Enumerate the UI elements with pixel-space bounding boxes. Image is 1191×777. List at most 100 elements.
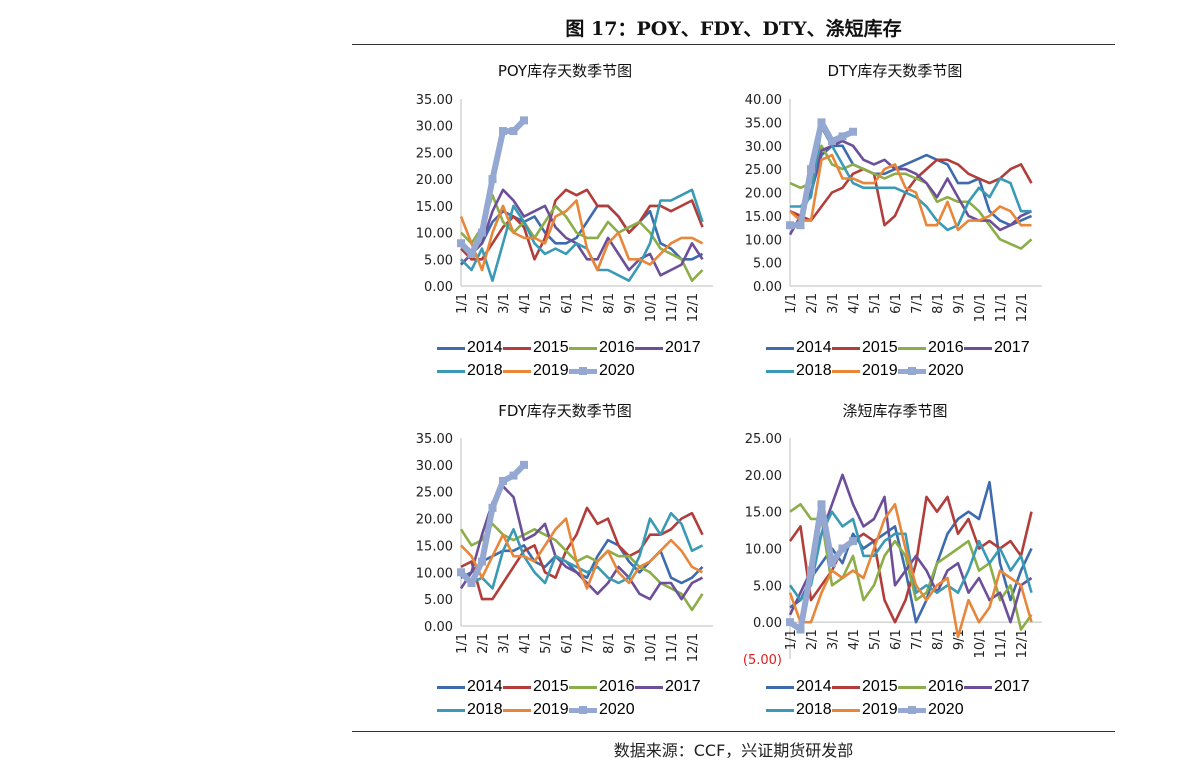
y-tick-label: 25.00 — [745, 163, 782, 178]
legend-label: 2018 — [796, 362, 832, 379]
legend-label: 2017 — [994, 678, 1030, 695]
y-tick-label: 0.00 — [753, 616, 782, 631]
legend-item-2016: 2016 — [898, 339, 964, 357]
legend-label: 2019 — [862, 701, 898, 718]
y-tick-label: 20.00 — [416, 513, 453, 528]
x-tick-label: 9/1 — [952, 629, 967, 650]
x-tick-label: 12/1 — [1015, 293, 1030, 322]
legend-label: 2016 — [599, 339, 635, 356]
y-tick-label: 35.00 — [416, 432, 453, 447]
legend-marker — [579, 366, 587, 375]
series-marker-2020 — [478, 228, 486, 237]
legend-item-2018: 2018 — [766, 362, 832, 380]
series-marker-2020 — [478, 557, 486, 566]
series-line-2015 — [460, 188, 704, 261]
x-tick-label: 3/1 — [826, 629, 841, 650]
x-tick-label: 3/1 — [497, 293, 512, 314]
x-tick-label: 12/1 — [1015, 629, 1030, 658]
chart-2: 0.00 5.00 10.00 15.00 20.00 25.00 30.00 35.00 1/… — [416, 432, 713, 662]
legend-item-2015: 2015 — [832, 678, 898, 696]
legend-label: 2016 — [928, 339, 964, 356]
y-tick-label: 20.00 — [745, 469, 782, 484]
legend-item-2019: 2019 — [503, 701, 569, 719]
y-tick-label: 10.00 — [416, 227, 453, 242]
chart-title: FDY库存天数季节图 — [498, 402, 632, 420]
legend-swatch — [832, 346, 860, 350]
series-line-2015 — [789, 158, 1033, 227]
y-tick-label: 40.00 — [745, 93, 782, 108]
figure-title: 图 17：POY、FDY、DTY、涤短库存 — [565, 18, 902, 40]
legend-swatch — [635, 685, 663, 689]
legend-swatch — [898, 366, 926, 375]
series-marker-2020 — [796, 625, 805, 634]
series-line-2017 — [788, 139, 1033, 236]
series-line-2018 — [790, 125, 1032, 232]
y-tick-label: 20.00 — [416, 173, 453, 188]
series-line-2016 — [460, 193, 704, 283]
series-marker-2020 — [457, 239, 465, 248]
x-tick-label: 5/1 — [539, 633, 554, 654]
series-marker-2020 — [499, 476, 507, 485]
series-marker-2020 — [786, 618, 794, 627]
x-tick-label: 8/1 — [931, 629, 946, 650]
x-tick-label: 11/1 — [665, 293, 680, 322]
legend-item-2017: 2017 — [964, 339, 1030, 357]
legend-item-2014: 2014 — [437, 339, 503, 357]
legend-label: 2020 — [928, 362, 964, 379]
y-tick-label: 20.00 — [745, 187, 782, 202]
series-line-2017 — [460, 188, 704, 277]
legend-label: 2019 — [862, 362, 898, 379]
x-tick-label: 6/1 — [889, 293, 904, 314]
legend-label: 2017 — [994, 339, 1030, 356]
x-tick-label: 6/1 — [560, 633, 575, 654]
x-tick-label: 1/1 — [455, 633, 470, 654]
x-tick-label: 4/1 — [518, 293, 533, 314]
x-tick-label: 9/1 — [952, 293, 967, 314]
y-tick-label: 25.00 — [416, 486, 453, 501]
x-tick-label: 12/1 — [686, 633, 701, 662]
x-tick-label: 2/1 — [805, 629, 820, 650]
series-marker-2020 — [467, 579, 476, 588]
legend-swatch — [503, 708, 531, 712]
series-marker-2020 — [457, 568, 465, 577]
legend-label: 2020 — [599, 701, 635, 718]
series-marker-2020 — [817, 500, 826, 509]
legend-item-2016: 2016 — [569, 339, 635, 357]
series-line-2016 — [789, 144, 1033, 250]
y-tick-label: 25.00 — [416, 146, 453, 161]
y-tick-label: 30.00 — [416, 120, 453, 135]
legend-swatch — [766, 346, 794, 350]
top-rule — [352, 44, 1115, 45]
y-tick-label: (5.00) — [743, 653, 782, 668]
y-tick-label: 15.00 — [416, 539, 453, 554]
series-marker-2020 — [509, 471, 518, 480]
y-tick-label: 15.00 — [416, 200, 453, 215]
y-tick-label: 5.00 — [424, 593, 453, 608]
x-tick-label: 7/1 — [910, 629, 925, 650]
legend-item-2020: 2020 — [569, 701, 635, 719]
x-tick-label: 2/1 — [476, 633, 491, 654]
legend-item-2018: 2018 — [437, 362, 503, 380]
legend-label: 2015 — [862, 678, 898, 695]
y-tick-label: 35.00 — [745, 116, 782, 131]
x-tick-label: 11/1 — [994, 293, 1009, 322]
y-tick-label: 5.00 — [753, 579, 782, 594]
legend-swatch — [635, 346, 663, 350]
legend-swatch — [503, 685, 531, 689]
series-marker-2020 — [817, 118, 826, 127]
series-marker-2020 — [467, 249, 476, 258]
legend-swatch — [503, 346, 531, 350]
x-tick-label: 3/1 — [826, 293, 841, 314]
series-line-2018 — [460, 511, 704, 590]
series-marker-2020 — [849, 537, 857, 546]
legend-item-2018: 2018 — [766, 701, 832, 719]
x-tick-label: 12/1 — [686, 293, 701, 322]
legend-label: 2019 — [533, 362, 569, 379]
series-marker-2020 — [838, 544, 847, 553]
y-tick-label: 5.00 — [424, 253, 453, 268]
legend-label: 2017 — [665, 678, 701, 695]
legend-label: 2020 — [599, 362, 635, 379]
series-marker-2020 — [786, 221, 794, 230]
